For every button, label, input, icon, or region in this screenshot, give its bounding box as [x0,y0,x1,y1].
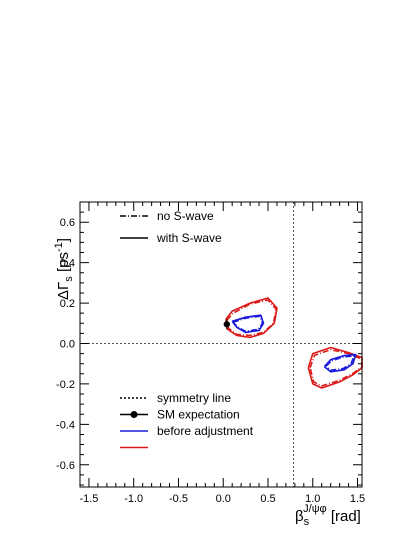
x-tick-label: 0.5 [260,493,275,505]
y-tick-label: 0.2 [60,298,75,310]
legend: no S-wave with S-wave symmetry line SM expe… [120,209,254,449]
y-tick-label: -0.4 [56,419,75,431]
axis-ticks: -1.5 -1.0 -0.5 0.0 0.5 1.0 1.5 -0.6 -0.4 -0.2 0.0 0… [56,202,365,505]
legend-marker [130,411,138,418]
contour-7-no-s-wave [325,355,355,372]
y-tick-label: 0.6 [60,217,75,229]
legend-label: no S-wave [157,209,214,223]
x-tick-label: -1.0 [124,493,143,505]
x-tick-label: -1.5 [79,493,98,505]
y-tick-label: -0.6 [56,460,75,472]
sm-expectation-marker [223,319,231,330]
legend-label: SM expectation [157,408,240,422]
y-tick-label: -0.2 [56,379,75,391]
contour-6-with-s-wave [323,353,357,373]
legend-label: with S-wave [156,231,222,245]
contour-2-with-s-wave [231,314,265,334]
contour-1-no-s-wave [226,299,277,337]
sm-point [223,321,231,328]
y-tick-label: 0.0 [60,338,75,350]
contour-3-no-s-wave [232,315,264,333]
symmetry-lines [80,202,362,487]
legend-label: symmetry line [157,391,231,405]
x-axis-label: βsJ/ψφ [rad] [295,503,361,528]
x-tick-label: 0.0 [216,493,231,505]
tick-marks [80,202,362,487]
y-tick-label: 0.4 [60,258,75,270]
x-tick-label: 1.0 [305,493,320,505]
y-axis-label: ΔΓs [ps-1] [53,238,75,300]
x-tick-label: 1.5 [350,493,365,505]
legend-label: before adjustment [157,424,254,438]
plot-frame [79,201,363,488]
contour-0-with-s-wave [225,297,278,339]
x-tick-label: -0.5 [169,493,188,505]
